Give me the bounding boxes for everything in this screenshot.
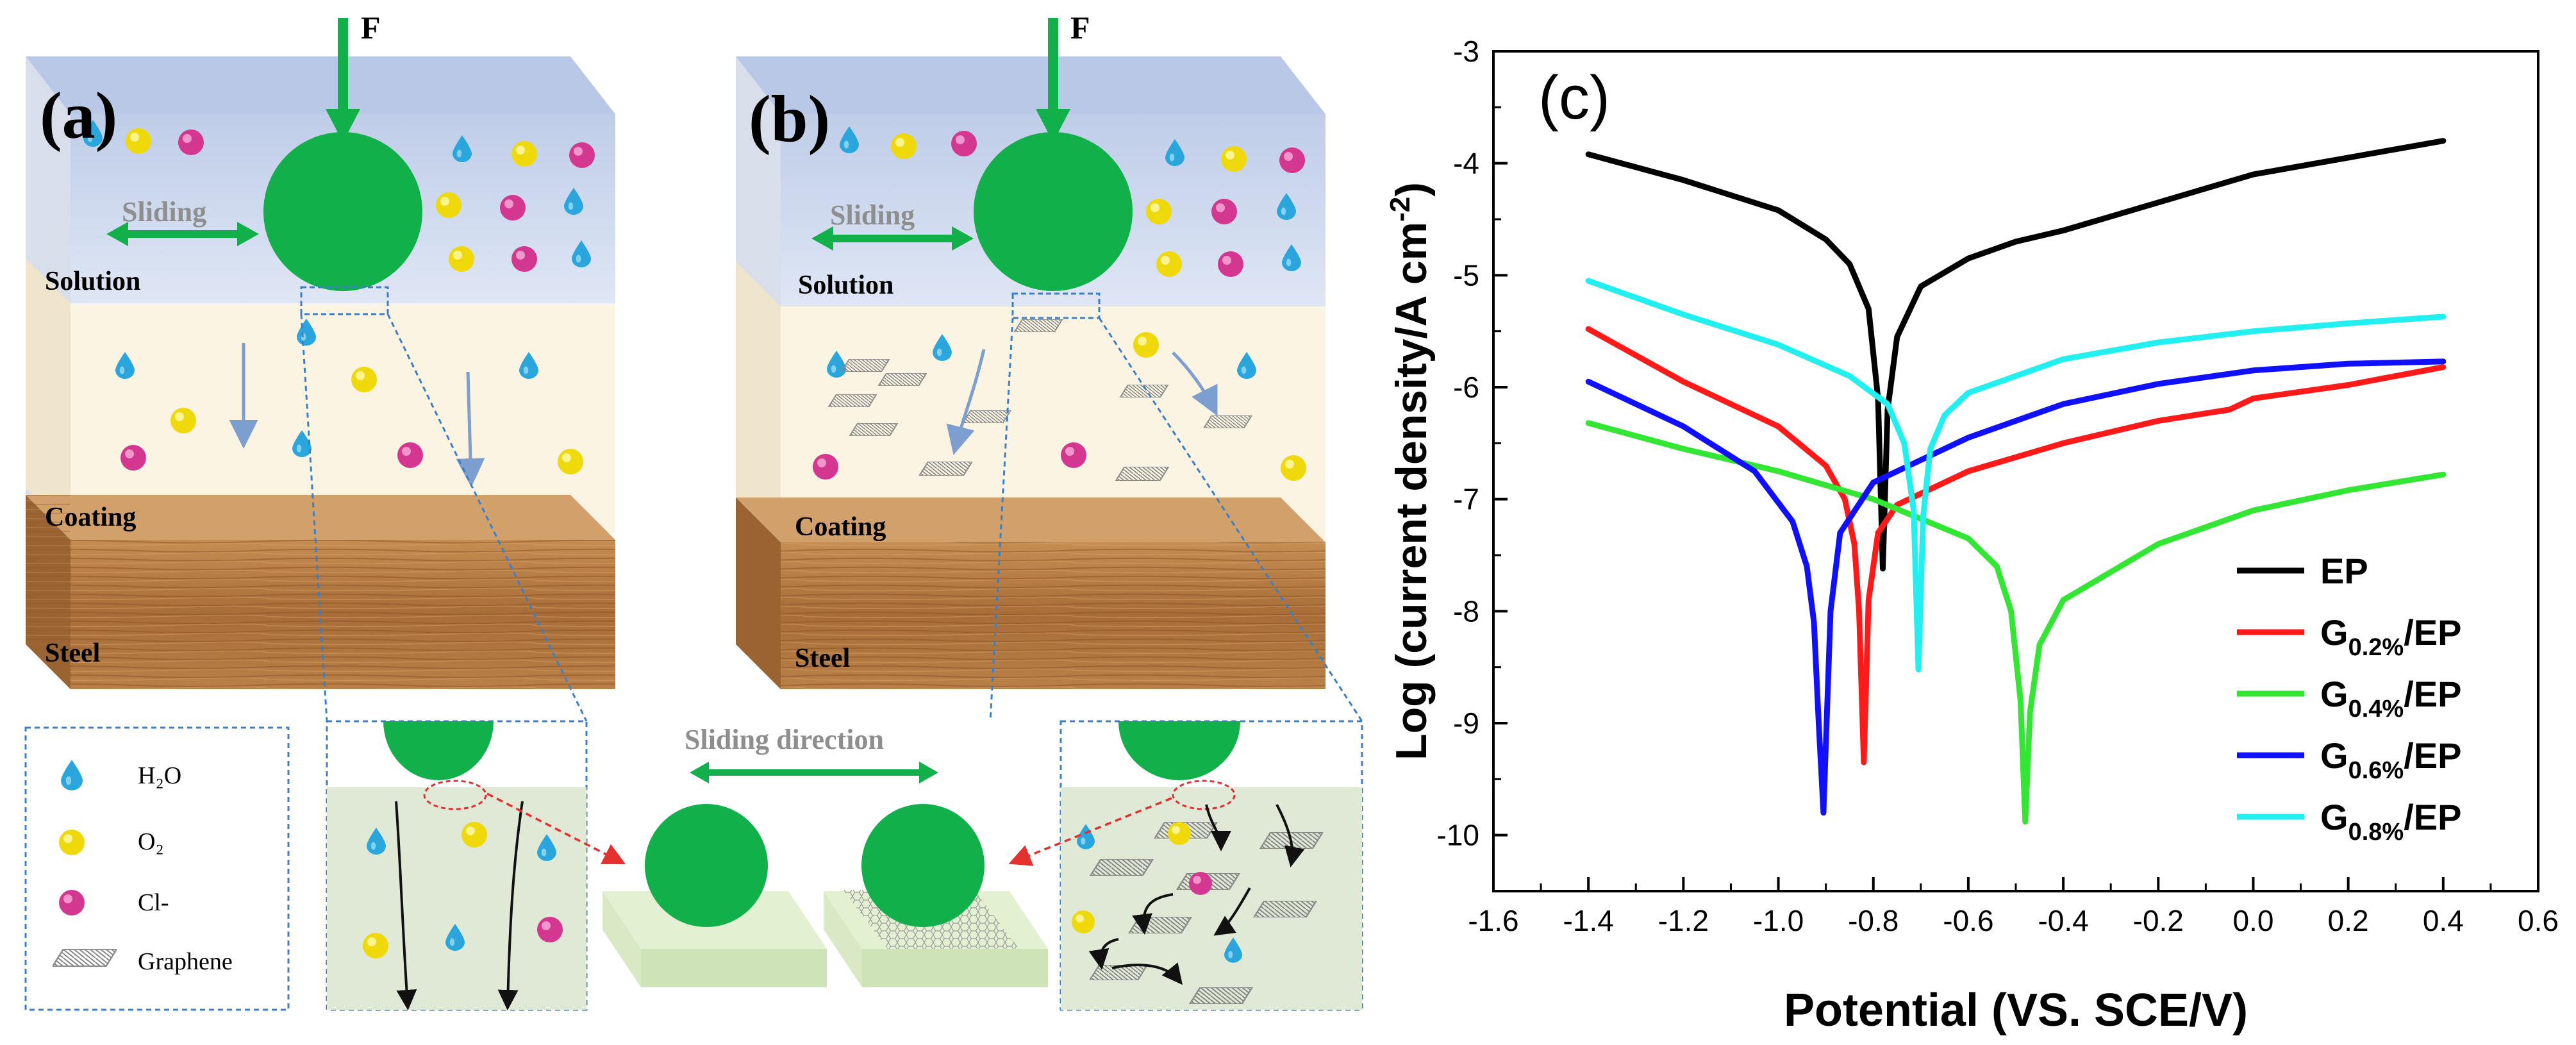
schematic-panels: (a) F Sliding Solution Coating Steel (b)… [24, 10, 1363, 1011]
y-tick-label: -4 [1453, 147, 1479, 180]
y-tick-label: -5 [1453, 258, 1479, 292]
solution-top-face [26, 56, 615, 114]
species-legend [24, 726, 290, 1011]
ball-a [263, 132, 422, 291]
force-label-b: F [1070, 10, 1090, 46]
ball-b [974, 132, 1133, 291]
panel-b-contents [811, 18, 1363, 722]
legend-entry: G0.2%/EP [2320, 612, 2461, 661]
force-label-a: F [361, 10, 381, 46]
ball-graphene [861, 804, 985, 927]
x-tick-label: -1.6 [1468, 904, 1518, 937]
x-tick-label: -1.2 [1658, 904, 1709, 937]
zoom-ball-a [383, 721, 494, 780]
zoom-panel-a [326, 720, 626, 1011]
pore-path [395, 801, 417, 1010]
legend-oxygen-text: O₂ [138, 828, 164, 855]
force-arrow-b [1036, 109, 1070, 142]
chart-legend: EP G0.2%/EP G0.4%/EP G0.6%/EP G0.8%/EP [2237, 551, 2461, 846]
x-tick-label: 0.6 [2518, 904, 2559, 937]
sliding-label-b: Sliding [830, 199, 915, 231]
series-line-g0-4-ep [1585, 420, 2447, 825]
legend-water-text: H₂O [138, 762, 181, 789]
y-tick-label: -10 [1437, 819, 1479, 852]
y-tick-label: -9 [1453, 706, 1479, 740]
x-tick-label: 0.0 [2232, 904, 2273, 937]
polarization-chart: -1.6 -1.4 -1.2 -1.0 -0.8 -0.6 -0.4 -0.2 0.0 0.2 0.… [1384, 35, 2559, 1036]
legend-entry: G0.8%/EP [2320, 797, 2461, 846]
steel-label-b: Steel [795, 644, 850, 673]
series-line-g0-2-ep [1585, 326, 2447, 765]
sliding-label-a: Sliding [122, 196, 206, 228]
y-tick-label: -3 [1453, 35, 1479, 68]
steel-label-a: Steel [45, 639, 100, 668]
legend-graphene-text: Graphene [138, 948, 233, 975]
x-tick-label: -1.4 [1563, 904, 1614, 937]
legend-chloride-text: Cl- [138, 889, 169, 916]
pore-path [497, 801, 524, 1010]
x-tick-label: -0.4 [2038, 904, 2088, 937]
oxygen-icon [59, 830, 85, 855]
y-axis-label: Log (current density/A cm-2) [1384, 182, 1436, 760]
sliding-illustration [602, 762, 1048, 987]
x-tick-label: 0.2 [2328, 904, 2369, 937]
sliding-direction-label: Sliding direction [685, 724, 884, 755]
solution-label-b: Solution [798, 271, 893, 300]
coating-label-b: Coating [795, 512, 886, 542]
series-line-g0-8-ep [1585, 278, 2447, 673]
panel-c-label: (c) [1538, 63, 1610, 132]
x-tick-label: 0.4 [2423, 904, 2464, 937]
force-arrow-a [326, 109, 360, 142]
coating-label-a: Coating [45, 503, 136, 532]
legend-entry: G0.4%/EP [2320, 674, 2461, 723]
panel-a-label: (a) [40, 79, 117, 153]
x-axis-label: Potential (VS. SCE/V) [1784, 985, 2248, 1036]
y-tick-label: -6 [1453, 371, 1479, 404]
x-tick-label: -0.2 [2133, 904, 2184, 937]
zoom-ball-b [1118, 721, 1240, 780]
panel-b-label: (b) [749, 82, 830, 156]
series-lines [1585, 138, 2447, 825]
solution-label-a: Solution [45, 267, 140, 296]
panel-a-contents [83, 18, 595, 722]
series-line-ep [1585, 138, 2447, 572]
x-tick-label: -1.0 [1753, 904, 1804, 937]
coating-layer [71, 303, 615, 533]
legend-entry: G0.6%/EP [2320, 735, 2461, 784]
series-line-g0-6-ep [1585, 358, 2447, 816]
y-tick-label: -8 [1453, 594, 1479, 628]
axis-ticks: -1.6 -1.4 -1.2 -1.0 -0.8 -0.6 -0.4 -0.2 0.0 0.2 0.… [1437, 35, 2559, 937]
steel-top-face [26, 495, 615, 540]
graphene-icon [53, 949, 117, 967]
ball-plain [645, 804, 768, 927]
zoom-coating-a [327, 787, 586, 1010]
zoom-panel-b [1008, 720, 1363, 1011]
chloride-icon [59, 890, 85, 915]
x-tick-label: -0.8 [1848, 904, 1899, 937]
x-tick-label: -0.6 [1943, 904, 1993, 937]
legend-entry: EP [2320, 551, 2368, 591]
y-tick-label: -7 [1453, 483, 1479, 516]
